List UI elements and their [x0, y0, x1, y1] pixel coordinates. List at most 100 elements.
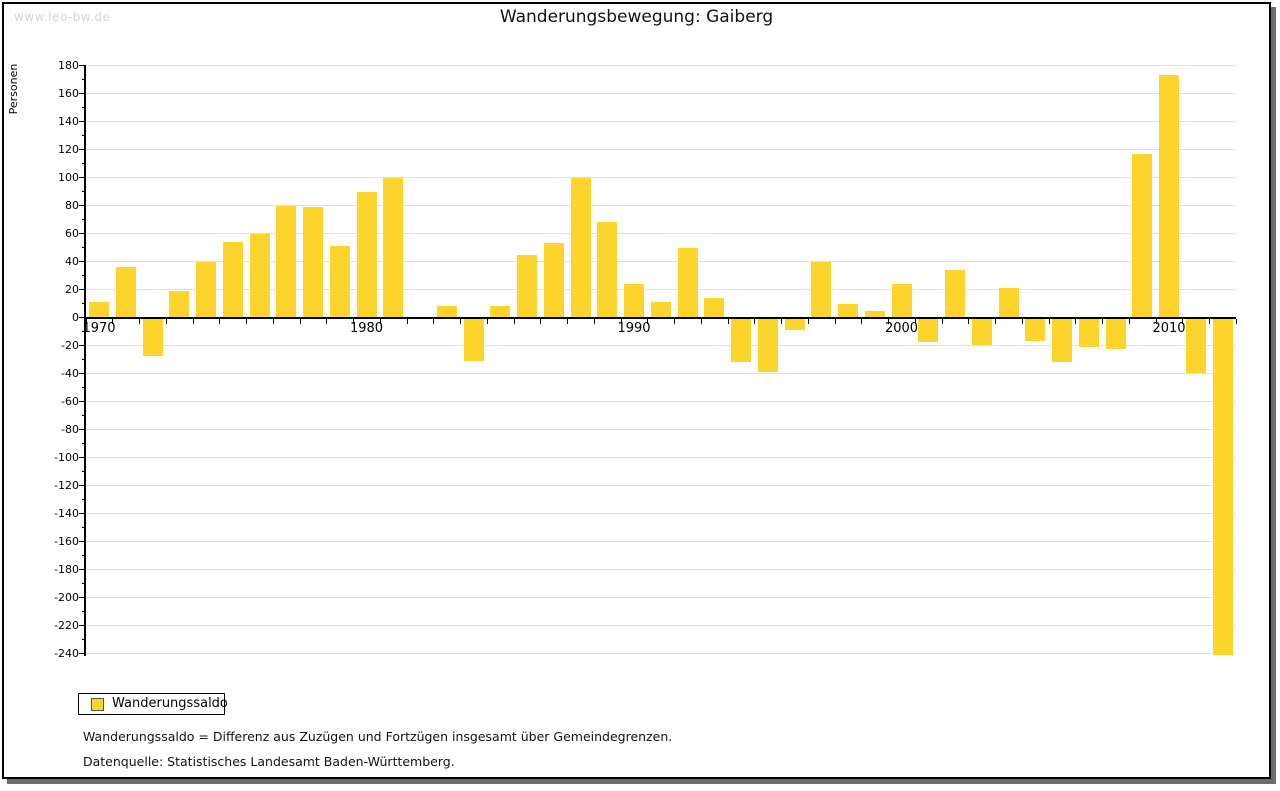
y-tick: [79, 233, 86, 234]
gridline: [86, 205, 1236, 206]
x-tick: [513, 318, 515, 324]
x-tick: [433, 318, 435, 324]
y-tick-label: 80: [65, 198, 79, 212]
y-tick: [79, 317, 86, 318]
gridline: [86, 625, 1236, 626]
gridline: [86, 569, 1236, 570]
y-tick: [79, 401, 86, 402]
gridline: [86, 93, 1236, 94]
gridline: [86, 345, 1236, 346]
y-tick-label: 180: [58, 58, 79, 72]
x-tick: [1021, 318, 1023, 324]
x-axis-line: [86, 316, 1236, 319]
bar-1981: [383, 177, 404, 318]
bar-2003: [971, 318, 992, 346]
y-tick: [79, 653, 86, 654]
bar-1973: [169, 290, 190, 318]
y-tick: [79, 345, 86, 346]
bar-chart-plot-area: 180 160 140 120 100 80 60 40 20 0 -20 -40 -60 -80 -100…: [4, 4, 1280, 684]
y-tick: [79, 485, 86, 486]
y-tick: [79, 205, 86, 206]
bar-2000: [891, 283, 912, 318]
x-tick: [700, 318, 702, 324]
y-axis-line: [84, 65, 86, 656]
bar-2004: [998, 288, 1019, 318]
y-tick-label: 40: [65, 254, 79, 268]
bar-1971: [115, 267, 136, 318]
x-tick: [888, 318, 890, 324]
x-tick: [968, 318, 970, 324]
bar-1989: [597, 222, 618, 318]
y-tick-label: 120: [58, 142, 79, 156]
legend-label: Wanderungssaldo: [112, 696, 228, 711]
y-tick-label: -40: [61, 366, 79, 380]
x-tick: [1235, 318, 1237, 324]
bar-1997: [811, 261, 832, 318]
gridline: [86, 233, 1236, 234]
y-tick: [79, 177, 86, 178]
bar-1998: [838, 303, 858, 318]
x-tick: [299, 318, 301, 324]
bar-1987: [543, 243, 564, 318]
footnote-source: Datenquelle: Statistisches Landesamt Bad…: [83, 754, 455, 769]
bar-2002: [945, 269, 965, 318]
bar-2012: [1212, 318, 1233, 655]
bar-1974: [196, 261, 216, 318]
x-tick: [192, 318, 194, 324]
x-tick: [754, 318, 756, 324]
y-tick-label: -20: [61, 338, 79, 352]
y-tick: [79, 261, 86, 262]
x-tick: [219, 318, 221, 324]
x-tick: [1182, 318, 1184, 324]
bar-1991: [650, 302, 671, 318]
bar-2011: [1185, 318, 1206, 374]
gridline: [86, 653, 1236, 654]
bar-1996: [784, 318, 805, 330]
gridline: [86, 457, 1236, 458]
y-tick: [79, 149, 86, 150]
bar-1990: [624, 283, 644, 318]
x-tick: [353, 318, 355, 324]
y-tick: [79, 373, 86, 374]
bar-1984: [463, 318, 484, 361]
legend-box: Wanderungssaldo: [78, 693, 228, 715]
y-tick-label: -180: [54, 562, 79, 576]
y-tick-label: -80: [61, 422, 79, 436]
x-tick: [781, 318, 783, 324]
x-tick: [1155, 318, 1157, 324]
bar-2009: [1132, 153, 1153, 318]
x-tick: [861, 318, 863, 324]
y-tick-label: 0: [72, 310, 79, 324]
bar-1980: [356, 191, 377, 318]
gridline: [86, 149, 1236, 150]
y-tick: [79, 597, 86, 598]
gridline: [86, 177, 1236, 178]
y-tick: [79, 121, 86, 122]
gridline: [86, 485, 1236, 486]
gridline: [86, 289, 1236, 290]
y-tick: [79, 93, 86, 94]
x-tick: [486, 318, 488, 324]
x-tick-label-2000: 2000: [884, 320, 919, 336]
y-tick-label: -220: [54, 618, 79, 632]
x-tick: [593, 318, 595, 324]
x-tick: [647, 318, 649, 324]
x-tick: [1048, 318, 1050, 324]
bar-2007: [1078, 318, 1099, 347]
footnote-definition: Wanderungssaldo = Differenz aus Zuzügen …: [83, 729, 673, 744]
bar-1972: [142, 318, 163, 357]
x-tick: [379, 318, 381, 324]
x-tick: [1075, 318, 1077, 324]
y-tick: [79, 65, 86, 66]
y-tick-label: 140: [58, 114, 79, 128]
bar-1975: [222, 241, 243, 318]
y-tick-label: 60: [65, 226, 79, 240]
x-tick: [567, 318, 569, 324]
y-tick-label: 100: [58, 170, 79, 184]
x-tick-label-2010: 2010: [1152, 320, 1186, 336]
y-tick: [79, 289, 86, 290]
gridline: [86, 401, 1236, 402]
watermark: www.leo-bw.de: [14, 10, 111, 24]
bar-1994: [731, 318, 751, 362]
x-tick: [941, 318, 943, 324]
